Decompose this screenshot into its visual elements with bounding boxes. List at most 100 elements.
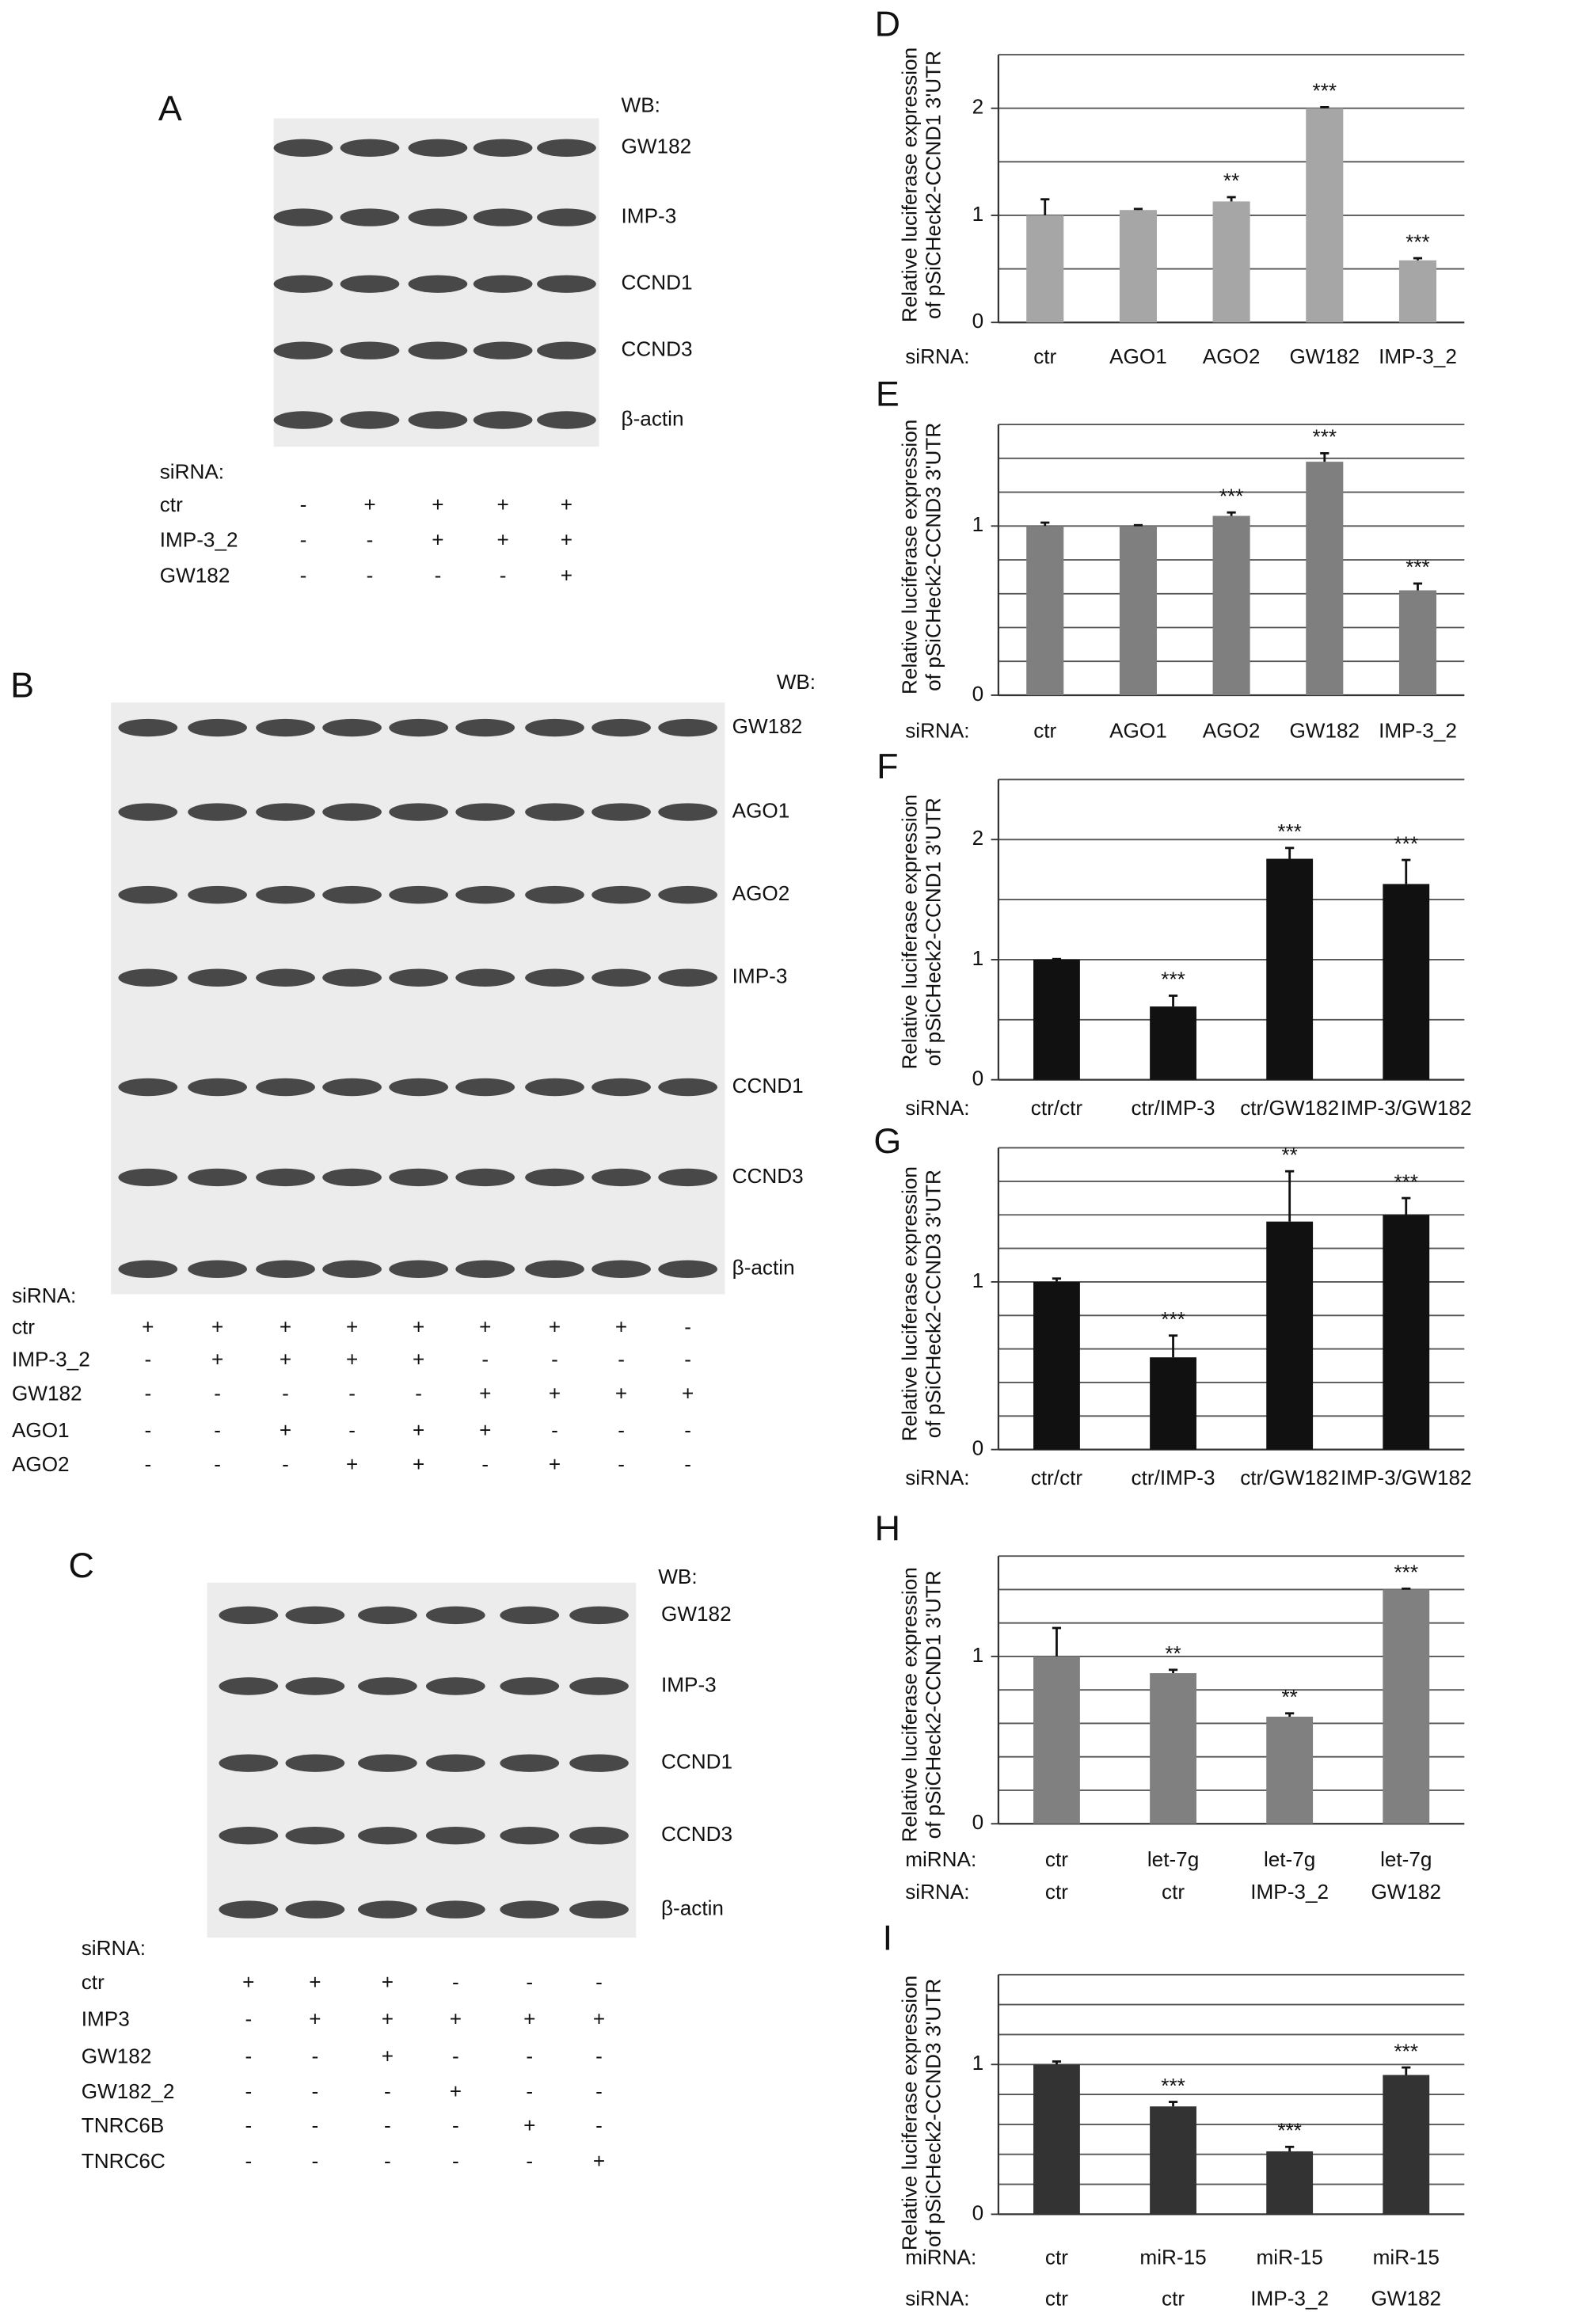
category-label: siRNA: <box>905 1096 969 1120</box>
condition-sign: + <box>363 493 375 516</box>
condition-sign: - <box>367 563 374 587</box>
condition-sign: - <box>481 1347 489 1371</box>
blot-band <box>658 803 717 821</box>
bar <box>1033 2064 1080 2215</box>
condition-sign: + <box>382 2007 394 2031</box>
condition-sign: + <box>280 1418 291 1442</box>
blot-band <box>256 803 315 821</box>
band-label: β-actin <box>661 1896 724 1919</box>
blot-band <box>340 139 400 158</box>
blot-band <box>340 208 400 226</box>
blot-band <box>525 718 584 737</box>
y-tick-label: 0 <box>972 682 984 706</box>
blot-band <box>473 411 533 429</box>
condition-sign: - <box>245 2113 252 2137</box>
x-tick-label: IMP-3/GW182 <box>1341 1096 1472 1120</box>
y-axis-label: of pSiCHeck2-CCND3 3'UTR <box>921 1170 945 1438</box>
blot-band <box>188 1168 247 1187</box>
mirna-category: let-7g <box>1147 1847 1199 1871</box>
condition-sign: - <box>618 1347 625 1371</box>
blot-band <box>256 1260 315 1278</box>
condition-sign: - <box>384 2149 391 2173</box>
blot-band <box>455 1168 515 1187</box>
bar <box>1383 884 1430 1080</box>
blot-background <box>111 702 725 1295</box>
blot-band <box>285 1900 345 1919</box>
condition-sign: + <box>561 528 572 552</box>
panel-letter: C <box>69 1545 94 1585</box>
bar <box>1383 1215 1430 1450</box>
condition-sign: + <box>593 2149 605 2173</box>
bar <box>1150 1357 1196 1450</box>
blot-band <box>455 803 515 821</box>
blot-band <box>658 1168 717 1187</box>
blot-band <box>389 1168 449 1187</box>
condition-sign: + <box>413 1418 424 1442</box>
y-axis-label: of pSiCHeck2-CCND1 3'UTR <box>921 51 945 319</box>
x-tick-label: ctr/ctr <box>1031 1466 1083 1489</box>
condition-name: GW182 <box>12 1381 82 1405</box>
blot-band <box>118 718 178 737</box>
blot-band <box>658 885 717 904</box>
blot-band <box>473 275 533 293</box>
condition-sign: + <box>211 1314 223 1338</box>
blot-band <box>322 885 382 904</box>
blot-band <box>256 968 315 987</box>
condition-sign: - <box>452 2149 459 2173</box>
y-tick-label: 1 <box>972 946 984 970</box>
condition-sign: + <box>615 1314 627 1338</box>
blot-band <box>500 1754 560 1772</box>
significance: ** <box>1281 1143 1297 1166</box>
blot-band <box>525 1260 584 1278</box>
category-label: siRNA: <box>905 1466 969 1489</box>
condition-sign: - <box>282 1452 289 1476</box>
mirna-category: miR-15 <box>1257 2245 1323 2269</box>
blot-band <box>569 1754 629 1772</box>
condition-sign: - <box>526 2044 533 2067</box>
significance: *** <box>1219 484 1244 508</box>
condition-sign: - <box>526 2079 533 2103</box>
blot-band <box>340 275 400 293</box>
x-tick-label: GW182 <box>1371 2287 1441 2311</box>
blot-band <box>340 411 400 429</box>
blot-band <box>188 1260 247 1278</box>
condition-sign: - <box>684 1418 691 1442</box>
blot-band <box>591 968 651 987</box>
blot-band <box>389 968 449 987</box>
bar <box>1266 1221 1314 1450</box>
mirna-category: let-7g <box>1264 1847 1315 1871</box>
x-tick-label: ctr/ctr <box>1031 1096 1083 1120</box>
blot-band <box>118 968 178 987</box>
panel-letter: B <box>10 664 34 705</box>
condition-sign: - <box>384 2113 391 2137</box>
bar <box>1119 526 1157 695</box>
bar <box>1150 1006 1196 1080</box>
blot-band <box>537 275 596 293</box>
condition-sign: - <box>481 1452 489 1476</box>
condition-sign: + <box>561 563 572 587</box>
condition-sign: - <box>144 1418 151 1442</box>
blot-band <box>256 718 315 737</box>
significance: *** <box>1394 2039 1419 2063</box>
blot-band <box>322 1260 382 1278</box>
category-label: siRNA: <box>905 344 969 368</box>
x-tick-label: GW182 <box>1371 1880 1441 1904</box>
band-label: β-actin <box>732 1256 795 1280</box>
blot-band <box>408 139 468 158</box>
bar <box>1266 2151 1314 2215</box>
blot-band <box>273 275 333 293</box>
x-tick-label: IMP-3_2 <box>1379 344 1457 368</box>
significance: *** <box>1277 820 1302 843</box>
condition-sign: - <box>618 1418 625 1442</box>
significance: ** <box>1281 1685 1297 1709</box>
band-label: IMP-3 <box>732 964 788 988</box>
y-tick-label: 2 <box>972 95 984 119</box>
bar <box>1026 526 1064 695</box>
blot-band <box>591 1078 651 1097</box>
condition-sign: - <box>245 2079 252 2103</box>
blot-band <box>591 885 651 904</box>
blot-band <box>425 1826 485 1845</box>
x-tick-label: AGO2 <box>1203 719 1261 743</box>
x-tick-label: ctr/IMP-3 <box>1132 1096 1215 1120</box>
